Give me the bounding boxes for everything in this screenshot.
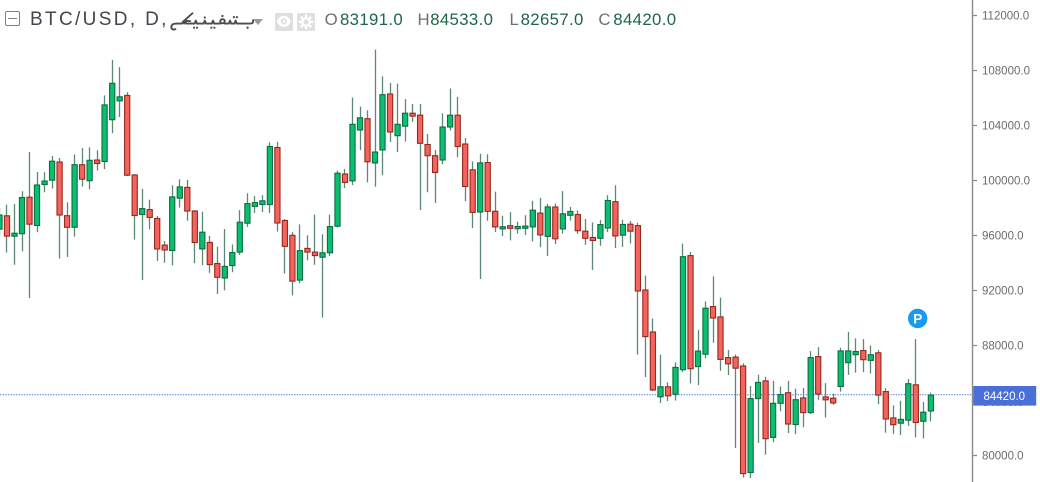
svg-text:96000.0: 96000.0	[982, 231, 1024, 243]
svg-text:108000.0: 108000.0	[982, 66, 1030, 78]
svg-text:P: P	[913, 311, 922, 326]
svg-text:80000.0: 80000.0	[982, 451, 1024, 463]
svg-text:92000.0: 92000.0	[982, 286, 1024, 298]
svg-text:100000.0: 100000.0	[982, 176, 1030, 188]
svg-text:112000.0: 112000.0	[982, 11, 1029, 23]
svg-text:104000.0: 104000.0	[982, 121, 1030, 133]
svg-text:88000.0: 88000.0	[982, 341, 1024, 353]
svg-text:84420.0: 84420.0	[984, 391, 1026, 403]
